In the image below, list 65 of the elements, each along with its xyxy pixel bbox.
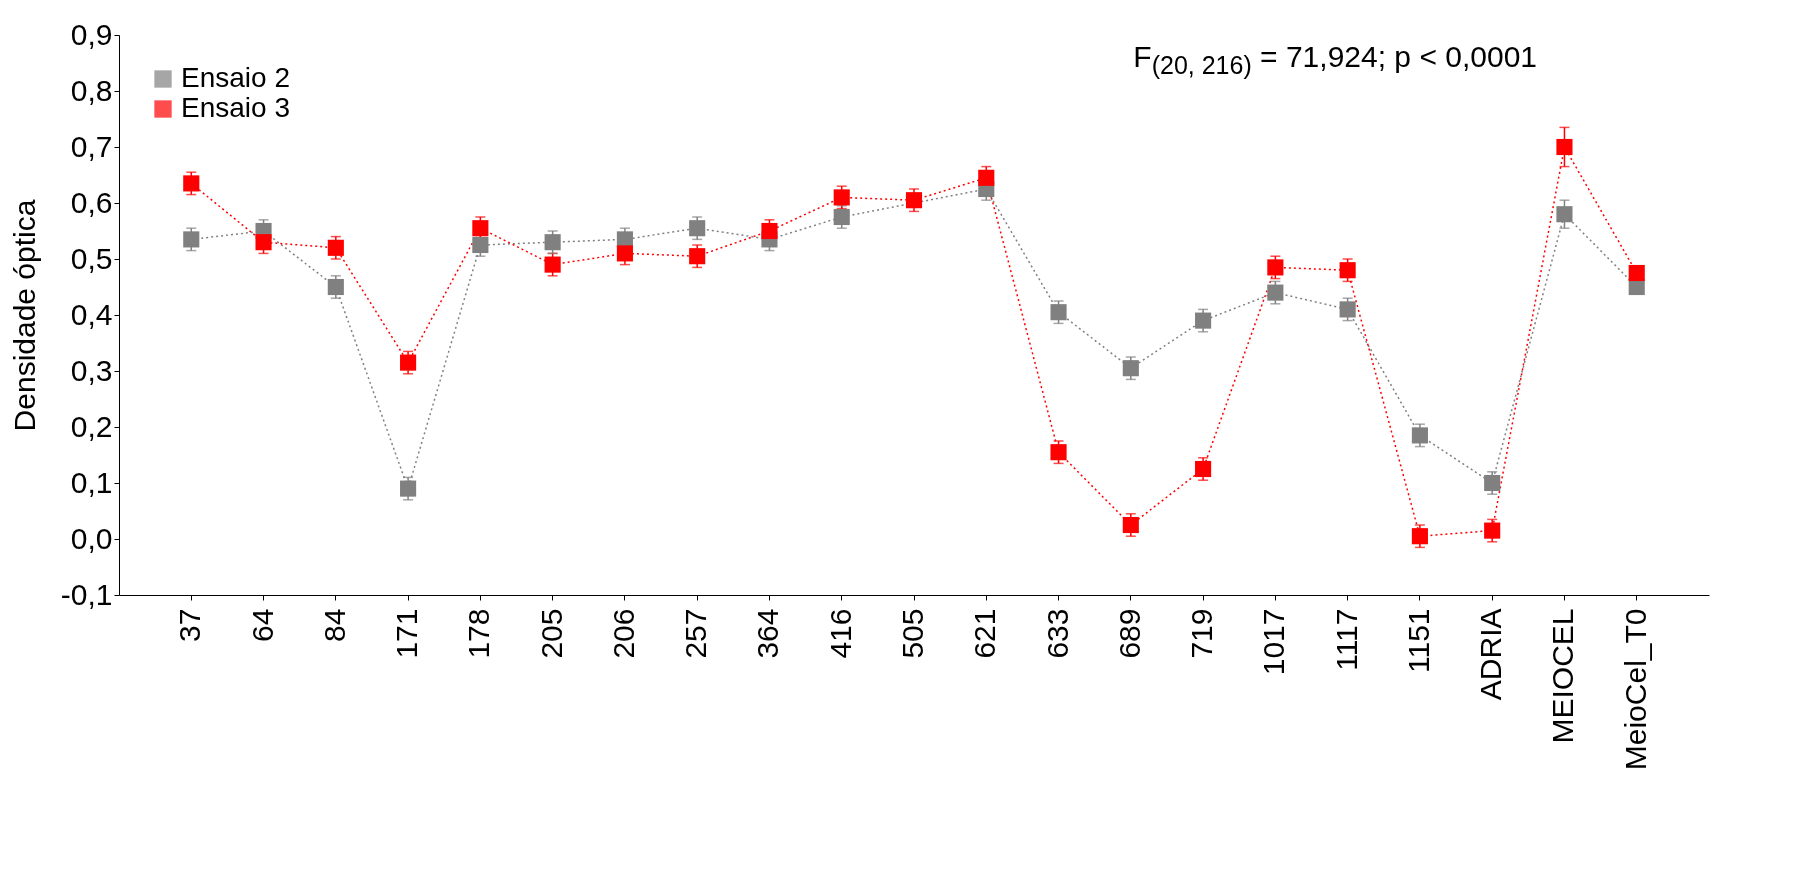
x-tick-label: 37 xyxy=(173,608,207,642)
point xyxy=(255,234,272,251)
annotation: F$_{(20, 216)}$ = 71,924; p < 0,0001 xyxy=(1133,40,1537,80)
x-tick-label: 633 xyxy=(1040,608,1074,659)
point xyxy=(1267,259,1284,276)
x-tick-label: 1117 xyxy=(1329,608,1363,671)
x-tick-label: 257 xyxy=(679,608,713,659)
x-tick-label: 1151 xyxy=(1401,608,1435,674)
x-tick-label: 206 xyxy=(606,608,640,659)
point xyxy=(327,239,344,256)
x-tick-label: 64 xyxy=(245,608,279,642)
y-tick-label: 0,7 xyxy=(70,129,113,163)
point xyxy=(978,169,995,186)
point xyxy=(544,234,561,251)
point xyxy=(183,231,200,248)
x-tick-label: 178 xyxy=(462,608,496,659)
point xyxy=(1339,262,1356,279)
y-tick-label: 0,2 xyxy=(70,409,113,443)
x-tick-label: 689 xyxy=(1112,608,1146,659)
x-tick-label: MEIOCEL xyxy=(1546,608,1580,744)
point xyxy=(183,175,200,192)
y-tick-label: -0,1 xyxy=(60,577,113,611)
x-tick-label: 416 xyxy=(823,608,857,659)
point xyxy=(689,220,706,237)
y-tick-label: 0,4 xyxy=(70,297,113,331)
x-tick-label: 171 xyxy=(390,608,424,659)
y-tick-label: 0,3 xyxy=(70,353,113,387)
x-tick-label: 205 xyxy=(534,608,568,659)
y-tick-label: 0,9 xyxy=(70,17,113,51)
y-tick-label: 0,1 xyxy=(70,465,113,499)
point xyxy=(1484,522,1501,539)
point xyxy=(1339,301,1356,318)
point xyxy=(1411,427,1428,444)
point xyxy=(1122,360,1139,377)
point xyxy=(1050,444,1067,461)
legend-label: Ensaio 3 xyxy=(181,92,290,123)
point xyxy=(472,220,489,237)
y-tick-label: 0,6 xyxy=(70,185,113,219)
x-tick-label: 621 xyxy=(968,608,1002,659)
x-tick-label: 364 xyxy=(751,608,785,659)
x-tick-label: 84 xyxy=(317,608,351,642)
y-axis-title: Densidade óptica xyxy=(7,199,41,432)
point xyxy=(1267,284,1284,301)
point xyxy=(1628,264,1645,282)
point xyxy=(616,245,633,262)
point xyxy=(544,256,561,273)
legend-label: Ensaio 2 xyxy=(181,62,290,93)
y-tick-label: 0,8 xyxy=(70,73,113,107)
x-tick-label: ADRIA xyxy=(1474,608,1508,701)
point xyxy=(1195,312,1212,329)
point xyxy=(905,192,923,209)
point xyxy=(400,480,417,497)
point xyxy=(689,248,706,265)
x-tick-label: MeioCel_T0 xyxy=(1618,608,1652,771)
x-tick-label: 1017 xyxy=(1257,608,1291,676)
y-tick-label: 0,0 xyxy=(70,521,113,555)
point xyxy=(833,189,850,206)
y-tick-label: 0,5 xyxy=(70,241,113,275)
point xyxy=(1411,528,1428,545)
point xyxy=(1556,138,1573,156)
x-tick-label: 505 xyxy=(896,608,929,659)
point xyxy=(1050,304,1067,321)
point xyxy=(1556,206,1573,223)
point xyxy=(400,354,417,371)
x-tick-label: 719 xyxy=(1185,608,1219,659)
